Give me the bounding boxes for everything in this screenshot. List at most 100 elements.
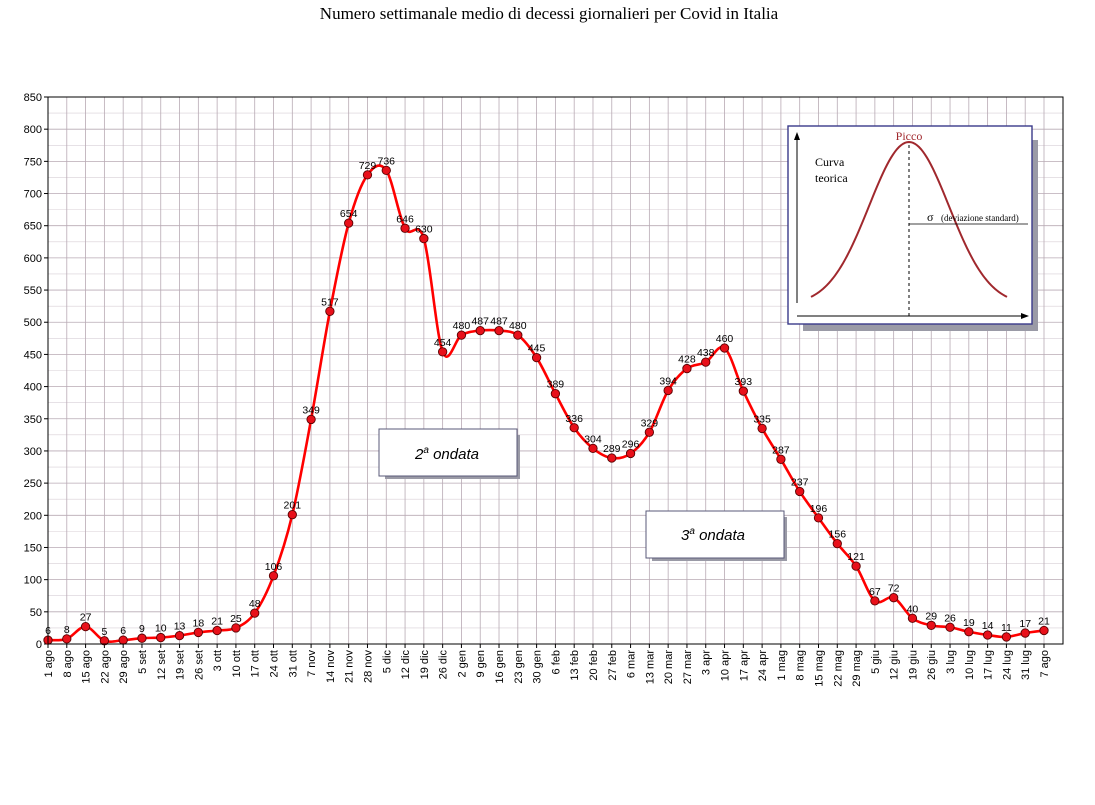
x-tick-label: 13 mar [644, 650, 656, 685]
data-label: 6 [120, 625, 126, 637]
y-tick-label: 650 [24, 221, 42, 233]
data-label: 18 [192, 617, 204, 629]
data-point [682, 363, 692, 374]
x-tick-label: 23 gen [513, 650, 525, 684]
x-tick-label: 27 feb [607, 650, 619, 681]
data-point [268, 571, 279, 581]
data-label: 17 [1019, 618, 1031, 630]
data-point [513, 330, 523, 340]
x-tick-label: 17 apr [738, 650, 750, 682]
data-label: 156 [829, 529, 847, 541]
y-tick-label: 700 [24, 189, 42, 201]
x-tick-label: 10 lug [964, 650, 976, 680]
data-label: 487 [471, 316, 489, 328]
data-label: 287 [772, 444, 790, 456]
x-tick-label: 3 ott [212, 650, 224, 671]
data-point [475, 325, 485, 336]
x-tick-label: 19 set [175, 650, 187, 680]
data-label: 196 [810, 503, 828, 515]
data-label: 296 [622, 439, 640, 451]
x-tick-label: 17 ott [250, 650, 262, 678]
data-label: 13 [174, 621, 186, 633]
data-point [1020, 628, 1030, 638]
x-axis: 1 ago 8 ago 15 ago 22 ago 29 ago 5 set 12 set 1… [43, 644, 1051, 687]
data-point [156, 632, 166, 643]
data-point [456, 330, 467, 340]
y-tick-label: 0 [36, 639, 42, 651]
x-tick-label: 12 set [156, 650, 168, 680]
data-point [964, 627, 974, 637]
y-tick-label: 550 [24, 285, 42, 297]
x-tick-label: 3 lug [945, 650, 957, 674]
data-point [663, 385, 673, 396]
x-tick-label: 27 mar [682, 650, 694, 685]
data-label: 517 [321, 296, 339, 308]
data-point [494, 325, 504, 336]
data-point [701, 357, 711, 367]
wave-3-annotation: 3a ondata [645, 510, 787, 561]
data-point [62, 634, 72, 644]
inset-sigma-symbol: σ [927, 210, 934, 224]
y-tick-label: 200 [24, 510, 42, 522]
data-point [531, 352, 542, 363]
x-tick-label: 7 nov [306, 650, 318, 677]
x-tick-label: 29 ago [118, 650, 130, 684]
data-label: 25 [230, 613, 242, 625]
data-label: 67 [869, 586, 881, 598]
data-point [870, 596, 880, 606]
data-point [250, 608, 260, 618]
data-label: 27 [80, 612, 92, 624]
inset-x-arrow [1021, 313, 1029, 319]
data-point [719, 343, 730, 353]
data-point [419, 233, 429, 244]
x-tick-label: 15 ago [81, 650, 93, 684]
plot-frame [47, 96, 1064, 645]
y-tick-label: 350 [24, 414, 42, 426]
x-tick-label: 26 set [193, 650, 205, 680]
data-label: 9 [139, 623, 145, 635]
data-point [344, 218, 354, 228]
data-point [231, 623, 241, 633]
x-tick-label: 31 lug [1020, 650, 1032, 680]
data-label: 121 [847, 551, 865, 563]
data-label: 480 [453, 320, 471, 332]
x-tick-label: 20 feb [588, 650, 600, 681]
data-point [907, 613, 918, 623]
data-point [926, 620, 936, 630]
data-point [1039, 625, 1049, 636]
inset-curve-label-1: Curva [815, 155, 845, 169]
data-label: 394 [659, 375, 677, 387]
x-tick-label: 26 giu [926, 650, 938, 680]
data-point [193, 627, 203, 638]
theoretical-curve-inset: Picco Curva teorica σ (deviazione standa… [787, 125, 1038, 331]
data-points [43, 165, 1049, 646]
y-tick-label: 100 [24, 575, 42, 587]
x-tick-label: 10 ott [231, 650, 243, 678]
x-tick-label: 6 feb [550, 650, 562, 674]
y-tick-label: 150 [24, 542, 42, 554]
x-tick-label: 22 ago [99, 650, 111, 684]
x-tick-label: 24 ott [269, 650, 281, 678]
data-label: 21 [211, 615, 223, 627]
data-label: 48 [249, 598, 261, 610]
data-point [212, 625, 222, 636]
x-tick-label: 7 ago [1039, 650, 1051, 678]
data-point [982, 630, 993, 640]
data-point [795, 486, 805, 497]
data-point [137, 633, 147, 643]
x-tick-label: 2 gen [456, 650, 468, 678]
data-label: 10 [155, 623, 167, 635]
x-tick-label: 31 ott [287, 650, 299, 678]
data-point [381, 165, 391, 176]
x-tick-label: 8 ago [62, 650, 74, 678]
data-point [550, 389, 561, 399]
x-tick-label: 9 gen [475, 650, 487, 678]
y-tick-label: 750 [24, 156, 42, 168]
x-tick-label: 24 lug [1001, 650, 1013, 680]
data-label: 237 [791, 476, 809, 488]
data-label: 349 [302, 404, 320, 416]
x-tick-label: 6 mar [626, 650, 638, 678]
data-point [607, 453, 617, 463]
data-point [400, 223, 410, 233]
data-label: 19 [963, 617, 975, 629]
